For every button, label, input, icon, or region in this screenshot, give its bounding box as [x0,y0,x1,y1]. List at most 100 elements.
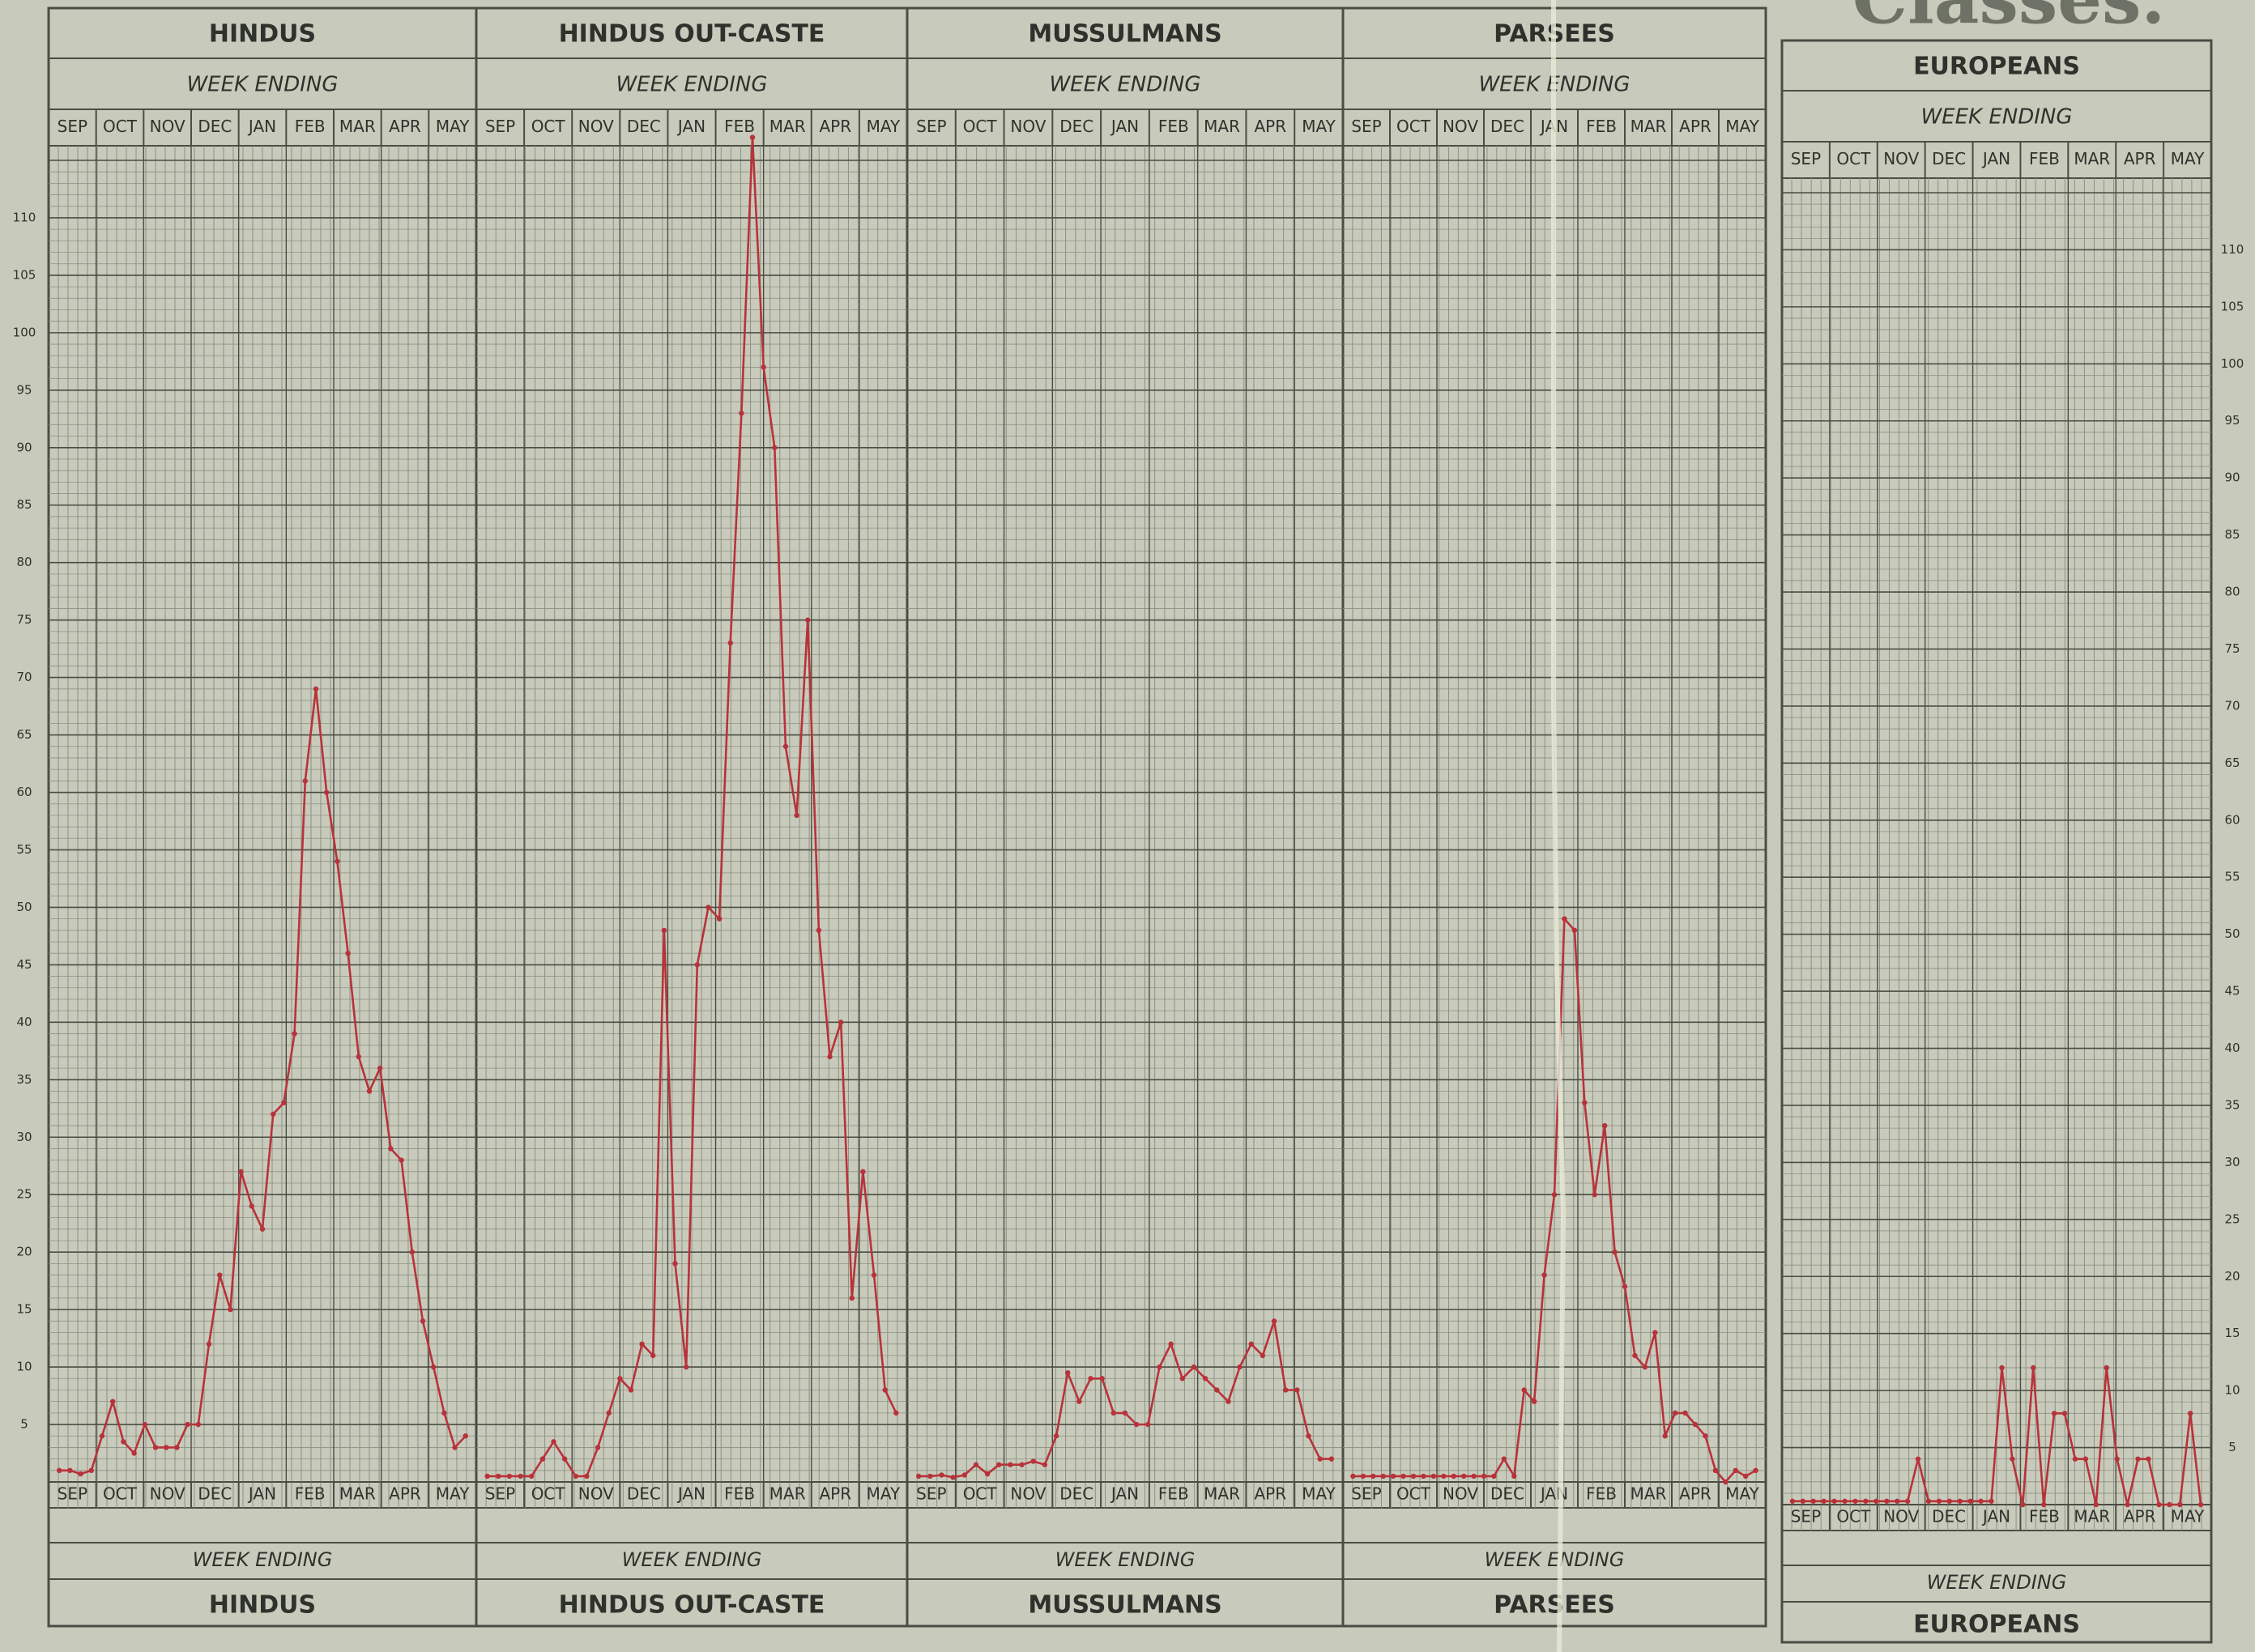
data-point [2104,1365,2109,1371]
data-point [1202,1376,1208,1382]
data-point [1873,1498,1879,1504]
data-point [164,1445,169,1450]
week-ending-footer-label: WEEK ENDING [193,1548,333,1571]
month-label: APR [389,117,421,136]
data-point [1712,1467,1719,1474]
month-label: APR [1255,117,1287,136]
data-point [1852,1498,1858,1504]
data-point [1925,1498,1932,1504]
data-point [2093,1501,2099,1508]
month-footer-label: OCT [1396,1484,1431,1504]
data-point [1521,1387,1527,1393]
data-point [1260,1352,1266,1359]
data-point [1682,1410,1688,1416]
month-label: SEP [1791,149,1821,168]
month-label: NOV [1010,117,1046,136]
y-tick-label: 30 [2224,1155,2240,1169]
month-footer-label: JAN [676,1484,705,1504]
month-footer-label: SEP [485,1484,515,1504]
y-tick-label: 105 [13,267,36,282]
month-label: APR [820,117,852,136]
data-point [1551,1192,1558,1198]
paper-seam [1551,0,1567,1652]
data-point [1501,1456,1507,1462]
data-point [1894,1498,1900,1504]
data-point [1237,1364,1243,1370]
data-point [749,134,756,140]
panel-title: MUSSULMANS [1028,20,1221,49]
month-label: OCT [963,117,998,136]
data-point [195,1421,201,1428]
y-tick-label: 50 [16,900,32,914]
month-footer-label: MAR [1631,1484,1667,1504]
data-point [2177,1501,2183,1508]
month-footer-label: NOV [578,1484,614,1504]
data-point [121,1439,126,1445]
data-point [794,812,799,819]
month-footer-label: OCT [963,1484,998,1504]
data-point [939,1472,944,1478]
month-label: SEP [485,117,515,136]
y-tick-label: 65 [2224,756,2240,770]
month-label: MAR [339,117,376,136]
month-footer-label: MAY [867,1484,901,1504]
data-point [782,743,789,749]
month-label: APR [2124,149,2156,168]
data-point [2135,1456,2141,1462]
y-tick-label: 65 [16,727,32,742]
month-label: MAR [1204,117,1240,136]
data-point [849,1295,855,1301]
data-point [110,1399,116,1404]
month-footer-label: MAR [339,1484,376,1504]
month-footer-label: APR [2124,1507,2156,1526]
data-point [1531,1399,1537,1404]
data-point [292,1031,297,1037]
data-point [324,790,330,795]
data-point [1742,1473,1749,1480]
data-point [356,1054,361,1060]
month-footer-label: FEB [2029,1507,2060,1526]
data-point [1723,1479,1729,1485]
data-point [1662,1433,1668,1439]
month-footer-label: MAY [1725,1484,1759,1504]
panel-title: HINDUS [209,20,316,49]
month-label: JAN [676,117,705,136]
data-point [672,1261,678,1267]
data-point [1601,1122,1608,1129]
data-point [973,1462,979,1467]
month-footer-label: SEP [1351,1484,1381,1504]
data-point [739,411,744,416]
y-tick-label: 40 [16,1015,32,1029]
month-footer-label: APR [389,1484,421,1504]
data-point [1733,1467,1738,1474]
data-point [1110,1410,1117,1416]
data-point [302,778,308,784]
data-point [984,1471,991,1477]
data-point [2010,1456,2015,1462]
data-point [441,1410,447,1416]
data-point [1863,1498,1869,1504]
data-point [409,1249,415,1255]
week-ending-label: WEEK ENDING [186,73,338,97]
data-point [388,1146,394,1152]
data-point [1145,1421,1151,1428]
data-point [694,962,701,968]
data-point [1283,1387,1289,1393]
month-footer-label: DEC [627,1484,661,1504]
month-footer-label: OCT [103,1484,138,1504]
data-point [345,951,351,956]
month-label: OCT [1836,149,1871,168]
y-tick-label: 110 [13,210,36,224]
y-tick-label: 40 [2224,1041,2240,1055]
data-point [1390,1473,1396,1480]
y-tick-label: 15 [16,1302,32,1317]
month-label: SEP [916,117,946,136]
data-point [529,1473,535,1480]
header-title-fragment: Classes. [1852,0,2166,40]
y-tick-label: 30 [16,1130,32,1144]
month-label: OCT [103,117,138,136]
month-label: DEC [1490,117,1524,136]
panel-frame [1780,39,2213,1644]
month-footer-label: FEB [1586,1484,1617,1504]
data-point [915,1473,922,1480]
